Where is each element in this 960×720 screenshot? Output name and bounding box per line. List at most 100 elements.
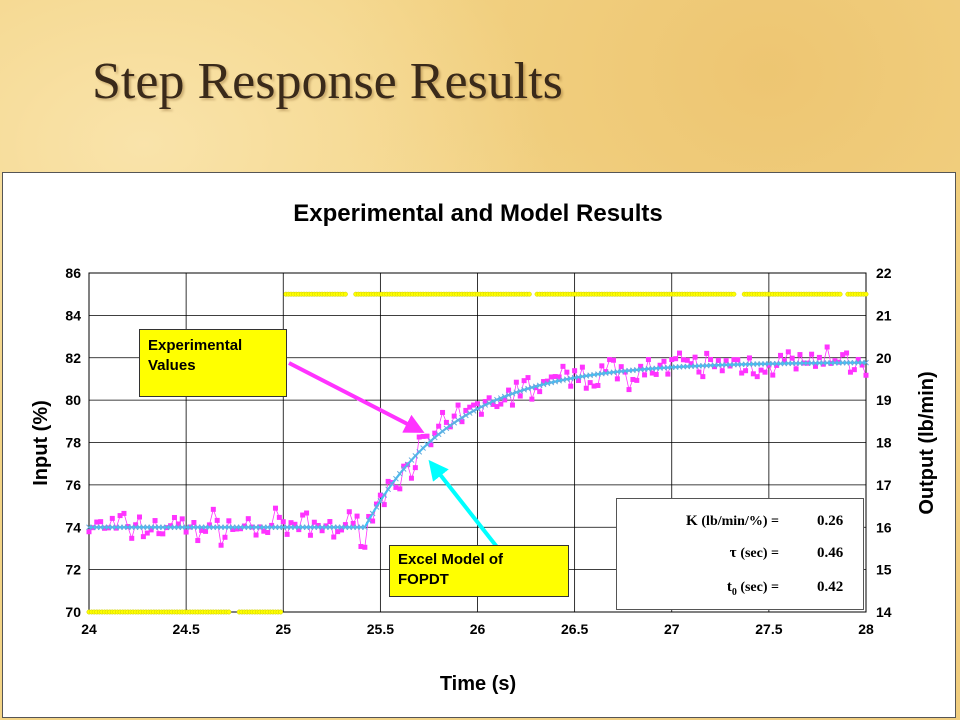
experimental-point <box>296 527 302 533</box>
param-row-tau: τ (sec) = 0.46 <box>617 545 863 569</box>
experimental-point <box>746 355 752 361</box>
experimental-point <box>121 510 127 516</box>
experimental-point <box>529 396 535 402</box>
experimental-point <box>735 357 741 363</box>
model-point <box>525 385 531 392</box>
experimental-point <box>272 505 278 511</box>
experimental-point <box>335 529 341 535</box>
model-point <box>509 390 516 397</box>
experimental-point <box>482 399 488 405</box>
experimental-point <box>630 376 636 382</box>
y2-tick-label: 22 <box>876 265 892 281</box>
experimental-point <box>680 357 686 363</box>
input-point <box>526 291 532 297</box>
experimental-point <box>401 463 407 469</box>
experimental-point <box>269 522 275 528</box>
model-point <box>478 403 485 410</box>
experimental-point <box>502 397 508 403</box>
experimental-point <box>377 492 383 498</box>
experimental-point <box>331 534 337 540</box>
experimental-point <box>179 516 185 522</box>
model-point <box>400 466 407 472</box>
experimental-point <box>292 521 298 527</box>
model-point <box>451 419 458 426</box>
experimental-point <box>210 506 216 512</box>
experimental-point <box>307 532 313 538</box>
experimental-point <box>731 357 737 363</box>
experimental-point <box>541 379 547 385</box>
y-tick-label: 80 <box>65 392 81 408</box>
y-axis-label: Input (%) <box>30 400 52 486</box>
y2-tick-label: 17 <box>876 477 892 493</box>
model-point <box>439 428 446 435</box>
experimental-point <box>463 407 469 413</box>
experimental-point <box>385 478 391 484</box>
experimental-point <box>393 484 399 490</box>
experimental-point <box>657 362 663 368</box>
experimental-point <box>719 368 725 374</box>
fopdt-parameter-table: K (lb/min/%) = 0.26 τ (sec) = 0.46 t0 (s… <box>616 498 864 610</box>
x-tick-label: 25 <box>275 621 291 637</box>
experimental-point <box>812 363 818 369</box>
model-point <box>490 398 496 405</box>
y2-tick-label: 21 <box>876 307 892 323</box>
experimental-point <box>781 358 787 364</box>
input-point <box>342 291 348 297</box>
experimental-point <box>766 362 772 368</box>
experimental-point <box>750 371 756 377</box>
experimental-point <box>498 401 504 407</box>
model-point <box>435 431 442 438</box>
experimental-point <box>723 358 729 364</box>
model-point <box>497 395 504 401</box>
experimental-point <box>346 509 352 515</box>
experimental-point <box>556 374 562 380</box>
experimental-point <box>459 419 465 425</box>
experimental-point <box>684 357 690 363</box>
experimental-point <box>327 519 333 525</box>
experimental-point <box>576 378 582 384</box>
x-tick-label: 24 <box>81 621 97 637</box>
experimental-point <box>533 385 539 391</box>
experimental-point <box>793 366 799 372</box>
experimental-point <box>863 372 869 378</box>
model-point <box>381 492 388 498</box>
x-tick-label: 28 <box>858 621 874 637</box>
x-tick-label: 26.5 <box>561 621 588 637</box>
y-tick-label: 78 <box>65 435 81 451</box>
y-tick-label: 86 <box>65 265 81 281</box>
experimental-point <box>152 518 158 524</box>
experimental-point <box>591 383 597 389</box>
chart-title: Experimental and Model Results <box>293 200 662 227</box>
experimental-point <box>94 519 100 525</box>
model-point <box>369 510 376 517</box>
experimental-point <box>544 378 550 384</box>
experimental-point <box>840 352 846 358</box>
y-tick-label: 70 <box>65 604 81 620</box>
callout-excel-model: Excel Model of FOPDT <box>389 545 569 597</box>
model-point <box>447 422 454 429</box>
experimental-point <box>587 380 593 386</box>
experimental-point <box>665 371 671 377</box>
y-tick-label: 76 <box>65 477 81 493</box>
slide-title: Step Response Results <box>92 53 563 110</box>
model-point <box>482 402 489 408</box>
experimental-point <box>851 367 857 373</box>
experimental-point <box>98 519 104 525</box>
experimental-point <box>280 519 286 525</box>
experimental-point <box>191 520 197 526</box>
callout-line: Excel Model of <box>398 551 504 568</box>
experimental-point <box>214 517 220 523</box>
experimental-point <box>692 354 698 360</box>
model-point <box>373 504 380 510</box>
experimental-point <box>408 475 414 481</box>
model-series <box>86 359 869 531</box>
experimental-point <box>265 529 271 535</box>
input-point <box>731 291 737 297</box>
callout-line: FOPDT <box>398 571 449 588</box>
experimental-point <box>634 377 640 383</box>
experimental-point <box>645 357 651 363</box>
model-point <box>521 386 527 393</box>
experimental-point <box>471 402 477 408</box>
experimental-point <box>86 529 92 535</box>
x-tick-label: 27 <box>664 621 680 637</box>
